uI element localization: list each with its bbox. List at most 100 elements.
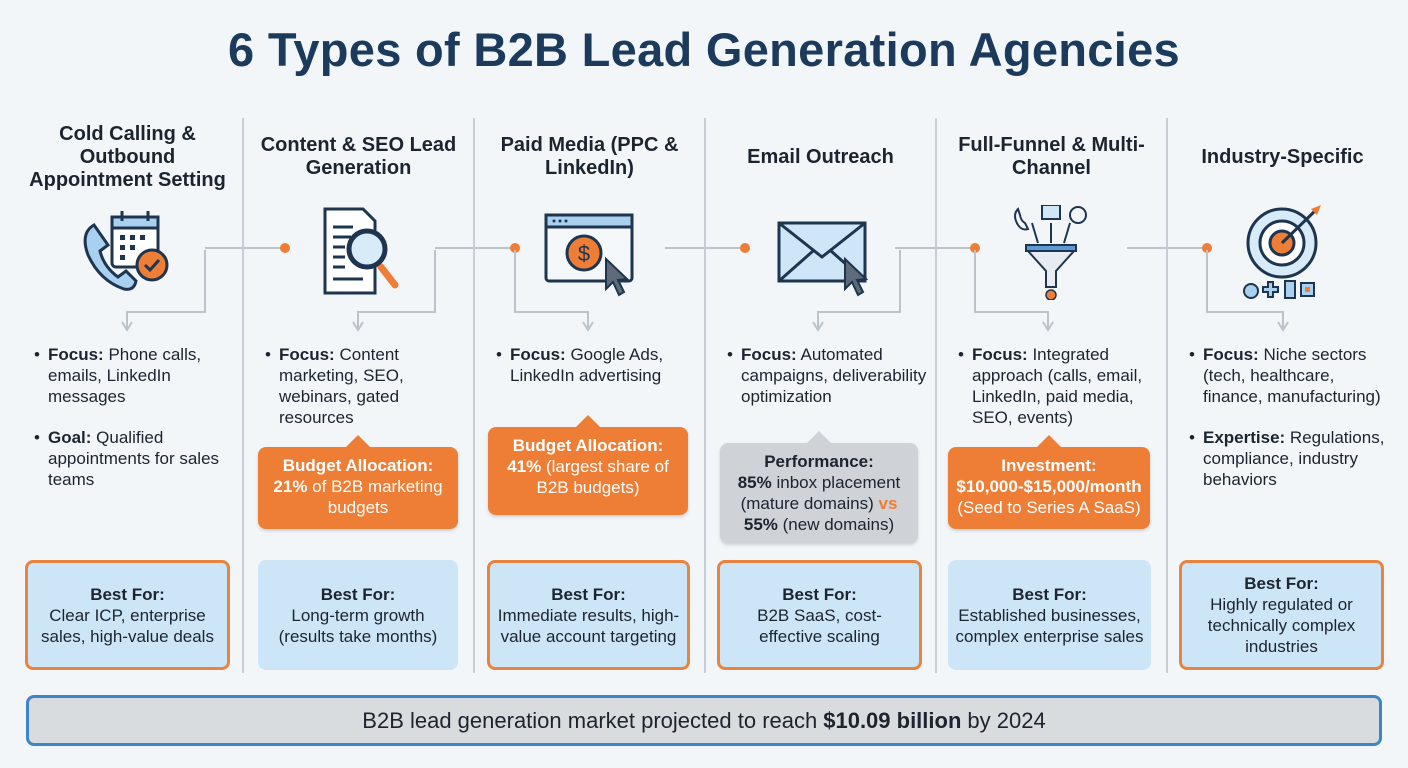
bullet-label: Goal:: [48, 428, 92, 447]
bullet-list: Focus: Phone calls, emails, LinkedIn mes…: [34, 344, 239, 510]
connector-dot: [740, 243, 750, 253]
column-heading: Cold Calling & Outbound Appointment Sett…: [29, 122, 226, 191]
callout-text: 55%: [743, 515, 778, 534]
target-arrow-industries-icon: [1227, 205, 1337, 300]
agency-column-6: Industry-Specific Focus: Niche sectors (t…: [1167, 0, 1398, 768]
callout-title: Performance:: [764, 452, 874, 471]
stat-callout: Performance: 85% inbox placement (mature …: [720, 431, 918, 543]
bullet-item: Focus: Automated campaigns, deliverabili…: [727, 344, 932, 407]
column-divider: [1166, 118, 1168, 673]
best-for-text: Established businesses, complex enterpri…: [955, 605, 1144, 646]
best-for-title: Best For:: [782, 584, 857, 604]
agency-column-5: Full-Funnel & Multi-Channel Focus: Integr…: [936, 0, 1167, 768]
phone-calendar-check-icon: [72, 205, 182, 300]
best-for-title: Best For:: [1012, 584, 1087, 604]
connector-dot: [510, 243, 520, 253]
callout-title: Budget Allocation:: [512, 436, 664, 455]
bullet-item: Goal: Qualified appointments for sales t…: [34, 427, 239, 490]
best-for-box: Best For: Clear ICP, enterprise sales, hi…: [25, 560, 230, 670]
bullet-text: Integrated approach (calls, email, Linke…: [972, 345, 1143, 427]
envelope-cursor-icon: [765, 205, 875, 300]
bullet-label: Focus:: [1203, 345, 1259, 364]
bullet-label: Focus:: [279, 345, 335, 364]
column-divider: [242, 118, 244, 673]
column-heading: Paid Media (PPC & LinkedIn): [500, 134, 679, 179]
best-for-box: Best For: Long-term growth (results take …: [258, 560, 458, 670]
callout-text: 21%: [273, 477, 308, 496]
funnel-channels-icon: [996, 204, 1106, 301]
connector-dot: [280, 243, 290, 253]
bullet-label: Focus:: [48, 345, 104, 364]
callout-title: Investment:: [1001, 456, 1097, 475]
bullet-list: Focus: Google Ads, LinkedIn advertising: [496, 344, 701, 406]
connector-dot: [1202, 243, 1212, 253]
bullet-item: Focus: Phone calls, emails, LinkedIn mes…: [34, 344, 239, 407]
agency-column-1: Cold Calling & Outbound Appointment Sett…: [12, 0, 243, 768]
svg-text:$: $: [578, 241, 590, 266]
bullet-item: Focus: Content marketing, SEO, webinars,…: [265, 344, 470, 428]
column-divider: [704, 118, 706, 673]
bullet-item: Focus: Integrated approach (calls, email…: [958, 344, 1163, 428]
column-divider: [935, 118, 937, 673]
bullet-item: Expertise: Regulations, compliance, indu…: [1189, 427, 1394, 490]
bullet-text: Qualified appointments for sales teams: [48, 428, 220, 489]
column-heading: Content & SEO Lead Generation: [260, 134, 457, 179]
connector-arrow: [121, 250, 206, 332]
bullet-text: Regulations, compliance, industry behavi…: [1203, 428, 1385, 489]
connector-arrow: [352, 250, 436, 332]
column-heading: Industry-Specific: [1201, 145, 1364, 168]
callout-text: (largest share of B2B budgets): [536, 457, 669, 497]
connector-arrow: [974, 250, 1054, 332]
document-magnifier-icon: [303, 205, 413, 300]
callout-text: $10,000-$15,000/month: [956, 477, 1142, 496]
agency-column-4: Email Outreach Focus: Automated campaigns…: [705, 0, 936, 768]
best-for-text: Clear ICP, enterprise sales, high-value …: [41, 605, 214, 646]
footer-text: B2B lead generation market projected to …: [362, 707, 818, 733]
footer-highlight: $10.09 billion: [823, 707, 962, 733]
best-for-text: Highly regulated or technically complex …: [1207, 595, 1356, 656]
agency-column-3: Paid Media (PPC & LinkedIn) $ Focus: Googl…: [474, 0, 705, 768]
best-for-box: Best For: B2B SaaS, cost-effective scalin…: [717, 560, 922, 670]
bullet-text: Automated campaigns, deliverability opti…: [741, 345, 927, 406]
best-for-box: Best For: Established businesses, complex…: [948, 560, 1151, 670]
stat-callout: Budget Allocation: 41% (largest share of …: [488, 415, 688, 515]
bullet-label: Focus:: [972, 345, 1028, 364]
column-divider: [473, 118, 475, 673]
bullet-list: Focus: Integrated approach (calls, email…: [958, 344, 1163, 448]
column-heading: Email Outreach: [747, 145, 894, 168]
bullet-label: Expertise:: [1203, 428, 1286, 447]
bullet-text: Phone calls, emails, LinkedIn messages: [48, 345, 202, 406]
best-for-text: Long-term growth (results take months): [278, 605, 438, 646]
best-for-title: Best For:: [320, 584, 396, 604]
callout-text: inbox placement (mature domains): [740, 473, 901, 513]
bullet-text: Niche sectors (tech, healthcare, finance…: [1203, 345, 1381, 406]
connector-arrow: [812, 250, 901, 332]
footer-banner: B2B lead generation market projected to …: [26, 695, 1382, 746]
callout-text: (Seed to Series A SaaS): [957, 498, 1141, 517]
best-for-title: Best For:: [551, 584, 626, 604]
callout-title: Budget Allocation:: [282, 456, 434, 475]
page-title: 6 Types of B2B Lead Generation Agencies: [228, 23, 1180, 76]
callout-text: 85%: [737, 473, 772, 492]
callout-text: 41%: [507, 457, 542, 476]
agency-column-2: Content & SEO Lead Generation Focus: Cont…: [243, 0, 474, 768]
callout-text: of B2B marketing budgets: [307, 477, 443, 517]
browser-dollar-cursor-icon: $: [534, 205, 644, 300]
bullet-list: Focus: Automated campaigns, deliverabili…: [727, 344, 932, 427]
bullet-label: Focus:: [741, 345, 797, 364]
connector-arrow: [1206, 250, 1289, 332]
best-for-text: Immediate results, high-value account ta…: [497, 605, 680, 646]
connector-lines: [121, 243, 1289, 332]
best-for-text: B2B SaaS, cost-effective scaling: [757, 605, 882, 646]
connector-arrow: [514, 250, 594, 332]
bullet-text: Content marketing, SEO, webinars, gated …: [279, 345, 404, 427]
connector-dot: [970, 243, 980, 253]
bullet-list: Focus: Niche sectors (tech, healthcare, …: [1189, 344, 1394, 510]
column-heading: Full-Funnel & Multi-Channel: [958, 134, 1145, 179]
best-for-title: Best For:: [1244, 574, 1319, 593]
bullet-item: Focus: Niche sectors (tech, healthcare, …: [1189, 344, 1394, 407]
callout-text: vs: [878, 494, 898, 513]
bullet-text: Google Ads, LinkedIn advertising: [510, 345, 664, 385]
best-for-box: Best For: Highly regulated or technically…: [1179, 560, 1384, 670]
bullet-label: Focus:: [510, 345, 566, 364]
